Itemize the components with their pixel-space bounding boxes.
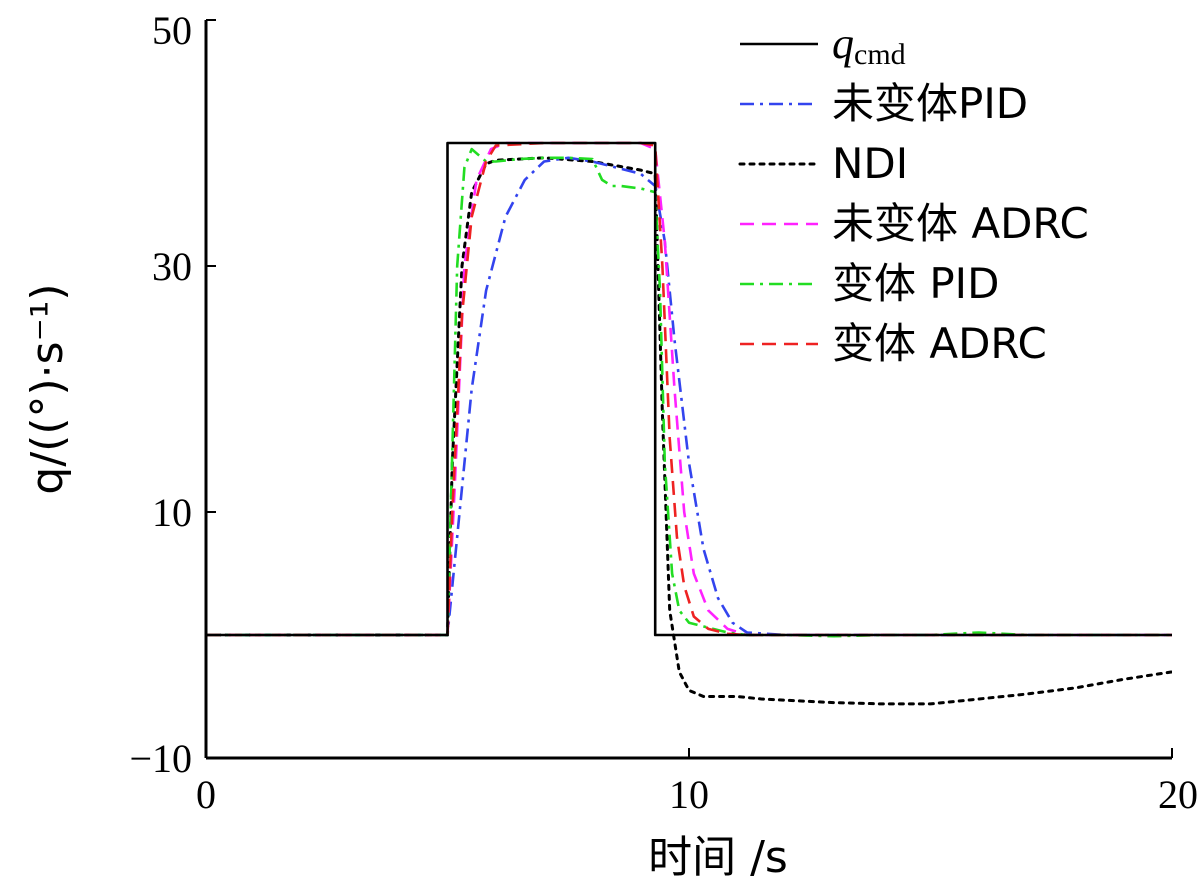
y-tick-label: 30 xyxy=(152,244,192,289)
legend: qcmd 未变体PID NDI 未变体 ADRC 变体 PID 变体 ADRC xyxy=(738,19,1089,368)
axis-ticks: 0 10 20 −10 10 30 50 xyxy=(129,8,1198,817)
y-tick-label: 10 xyxy=(152,490,192,535)
series-lines xyxy=(206,141,1172,706)
legend-label: 未变体 ADRC xyxy=(832,199,1089,248)
x-tick-label: 0 xyxy=(196,772,216,817)
x-tick-label: 20 xyxy=(1158,772,1198,817)
y-tick-label: −10 xyxy=(129,736,192,781)
x-axis-title: 时间 /s xyxy=(648,832,788,883)
legend-label: 变体 ADRC xyxy=(832,319,1047,368)
series-line xyxy=(206,141,1172,637)
series-line xyxy=(206,156,1172,706)
legend-label: qcmd xyxy=(832,19,906,71)
series-line xyxy=(206,156,1172,637)
legend-label: 变体 PID xyxy=(832,259,999,308)
legend-label: NDI xyxy=(832,139,908,188)
legend-label: 未变体PID xyxy=(832,79,1028,128)
y-tick-label: 50 xyxy=(152,8,192,53)
x-tick-label: 10 xyxy=(669,772,709,817)
y-axis-title: q/((°)·s⁻¹) xyxy=(22,283,73,494)
